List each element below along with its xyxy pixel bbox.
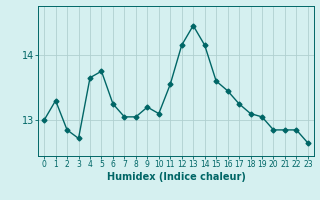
X-axis label: Humidex (Indice chaleur): Humidex (Indice chaleur) <box>107 172 245 182</box>
